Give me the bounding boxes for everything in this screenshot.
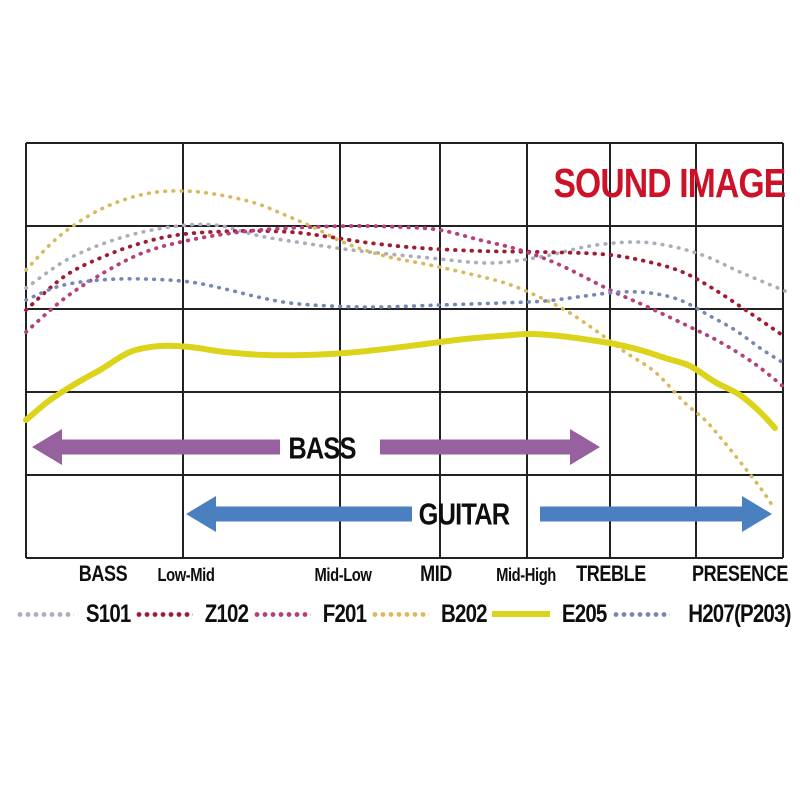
axis-label-text: BASS: [78, 561, 128, 586]
axis-label-text: Low-Mid: [157, 565, 215, 585]
legend-label-text: H207(P203): [687, 599, 791, 628]
chart-title-text: SOUND IMAGE: [553, 160, 786, 206]
legend-label: H207(P203): [677, 599, 800, 628]
legend-label: S101: [81, 599, 135, 628]
legend-swatch: [492, 611, 551, 617]
legend-label: Z102: [200, 599, 253, 628]
legend-label-text: E205: [562, 599, 607, 628]
axis-label-text: MID: [420, 561, 452, 586]
legend-item-E205: E205: [492, 599, 611, 628]
legend-item-B202: B202: [371, 599, 492, 628]
bass-arrow: [32, 429, 280, 465]
guitar-arrow: [540, 496, 772, 532]
legend-swatch: [611, 611, 670, 617]
legend-item-F201: F201: [253, 599, 371, 628]
series-E205: [23, 330, 778, 431]
legend-label-text: S101: [85, 599, 131, 628]
series-Z102: [24, 228, 787, 339]
guitar-arrow: [186, 496, 412, 532]
legend-label: E205: [557, 599, 611, 628]
legend-swatch: [16, 611, 74, 617]
axis-label-text: PRESENCE: [692, 561, 788, 586]
bass-arrow: [380, 429, 600, 465]
legend-label: F201: [318, 599, 371, 628]
series-H207P203: [24, 277, 787, 366]
legend-label: B202: [436, 599, 492, 628]
axis-label-text: Mid-Low: [314, 565, 372, 585]
axis-label-mid-high: Mid-High: [490, 566, 563, 584]
legend-item-Z102: Z102: [135, 599, 253, 628]
legend-label-text: B202: [441, 599, 488, 628]
axis-label-mid-low: Mid-Low: [308, 566, 377, 584]
legend-swatch: [253, 611, 312, 617]
axis-label-text: TREBLE: [576, 561, 646, 586]
legend: S101 Z102 F201 B202 E205 H207(P203): [16, 599, 791, 628]
legend-swatch: [371, 611, 430, 617]
bass-range-label: BASS: [288, 430, 356, 466]
axis-label-text: Mid-High: [496, 565, 556, 585]
axis-label-treble: TREBLE: [569, 563, 654, 585]
axis-label-low-mid: Low-Mid: [151, 566, 220, 584]
series-B202: [24, 189, 774, 507]
axis-label-presence: PRESENCE: [681, 563, 798, 585]
chart-title: SOUND IMAGE: [528, 160, 786, 206]
axis-label-mid: MID: [417, 563, 456, 585]
legend-label-text: F201: [323, 599, 367, 628]
series-F201: [24, 224, 787, 390]
guitar-range-label: GUITAR: [418, 496, 510, 532]
legend-item-S101: S101: [16, 599, 135, 628]
legend-item-H207P203: H207(P203): [611, 599, 800, 628]
legend-swatch: [135, 611, 194, 617]
legend-label-text: Z102: [205, 599, 249, 628]
series-S101: [24, 222, 787, 293]
axis-label-bass: BASS: [73, 563, 132, 585]
